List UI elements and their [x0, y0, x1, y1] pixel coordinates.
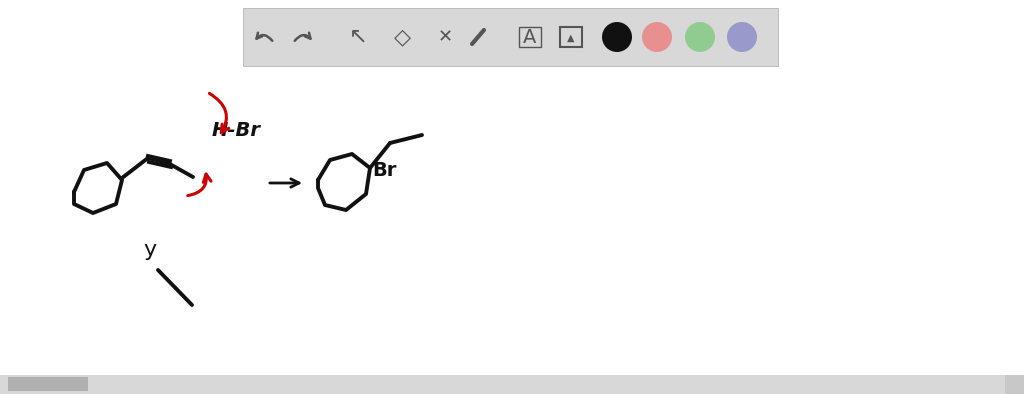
Bar: [8, 377, 88, 391]
Text: ◇: ◇: [393, 27, 411, 47]
Circle shape: [602, 22, 632, 52]
Text: A: A: [523, 28, 537, 46]
Bar: [560, 27, 582, 47]
Circle shape: [685, 22, 715, 52]
Text: ↖: ↖: [349, 27, 368, 47]
Bar: [1005, 375, 1024, 394]
Circle shape: [642, 22, 672, 52]
Text: ▲: ▲: [567, 33, 574, 43]
Text: Br: Br: [372, 160, 396, 180]
Bar: [0, 375, 1024, 394]
Circle shape: [727, 22, 757, 52]
Text: y: y: [143, 240, 157, 260]
Text: ✕: ✕: [437, 28, 453, 46]
Bar: [243, 8, 778, 66]
Text: H-Br: H-Br: [212, 121, 261, 139]
Bar: [519, 27, 541, 47]
